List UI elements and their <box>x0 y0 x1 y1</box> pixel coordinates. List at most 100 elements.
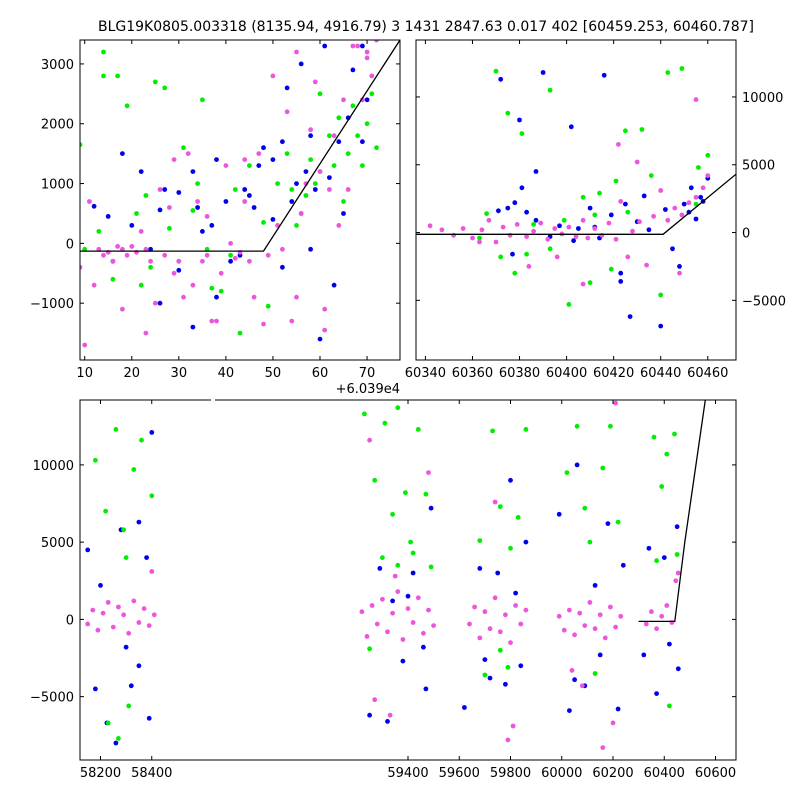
data-point-blue <box>200 229 205 234</box>
data-point-pink <box>554 254 560 260</box>
data-point-pink <box>131 598 137 604</box>
data-point-pink <box>600 745 606 750</box>
data-point-green <box>101 49 106 55</box>
data-point-pink <box>387 712 393 718</box>
data-point-blue <box>385 719 390 724</box>
data-point-green <box>367 646 372 652</box>
data-point-pink <box>400 637 406 642</box>
y-tick-label: 5000 <box>41 536 74 551</box>
y-tick-label: −1000 <box>30 297 74 312</box>
data-point-blue <box>646 227 652 233</box>
data-point-blue <box>247 193 252 198</box>
data-point-green <box>672 431 677 437</box>
data-point-green <box>658 292 664 298</box>
x-tick-label: 30 <box>171 366 188 381</box>
series-green <box>80 49 379 336</box>
data-point-blue <box>336 139 342 145</box>
data-point-blue <box>646 545 652 551</box>
x-tick: 60420 <box>593 40 634 381</box>
data-point-blue <box>93 686 98 692</box>
data-point-green <box>515 515 521 520</box>
data-point-pink <box>392 573 398 579</box>
data-point-blue <box>308 133 313 139</box>
data-point-pink <box>470 235 475 241</box>
data-point-green <box>505 664 511 670</box>
data-point-pink <box>693 194 699 200</box>
data-point-pink <box>569 668 575 673</box>
data-point-blue <box>592 583 598 588</box>
data-point-pink <box>567 607 572 613</box>
y-tick: 10000 <box>33 459 736 474</box>
y-tick-label: −5000 <box>30 691 74 706</box>
data-point-pink <box>204 252 210 258</box>
data-point-pink <box>597 612 603 618</box>
data-point-pink <box>421 630 426 636</box>
data-point-green <box>123 555 129 560</box>
data-point-pink <box>552 226 558 231</box>
data-point-green <box>303 193 309 198</box>
data-point-blue <box>280 139 285 145</box>
data-point-blue <box>400 658 406 664</box>
data-point-pink <box>618 199 624 204</box>
data-point-blue <box>670 246 675 252</box>
series-blue <box>85 430 681 746</box>
data-point-green <box>705 152 711 158</box>
data-point-green <box>341 199 346 204</box>
data-point-green <box>566 302 572 307</box>
x-tick-label: 70 <box>359 366 376 381</box>
data-point-pink <box>242 157 248 163</box>
data-point-green <box>261 220 266 225</box>
data-point-blue <box>144 555 150 560</box>
data-point-pink <box>331 133 337 139</box>
data-point-green <box>195 181 201 187</box>
data-point-pink <box>82 342 88 348</box>
data-point-pink <box>284 109 290 115</box>
data-point-pink <box>654 626 659 632</box>
data-point-pink <box>369 603 375 608</box>
data-point-blue <box>214 157 219 163</box>
y-tick: 1000 <box>41 178 400 193</box>
data-point-pink <box>141 606 147 611</box>
data-point-pink <box>85 621 91 627</box>
data-point-blue <box>157 207 163 213</box>
data-point-blue <box>123 644 129 650</box>
data-point-pink <box>477 635 483 641</box>
x-tick: 20 <box>123 40 140 381</box>
axes-frame-top-right <box>415 39 737 361</box>
data-point-pink <box>209 318 215 324</box>
data-point-green <box>265 303 271 309</box>
data-point-blue <box>681 201 687 207</box>
data-point-green <box>524 251 529 257</box>
data-point-green <box>317 91 323 97</box>
data-point-blue <box>462 705 467 710</box>
data-point-blue <box>367 712 372 718</box>
data-point-green <box>289 187 295 192</box>
data-point-pink <box>451 232 456 238</box>
y-tick: −5000 <box>30 691 736 706</box>
y-tick: −5000 <box>416 294 786 309</box>
data-point-blue <box>654 691 659 696</box>
data-point-pink <box>298 211 304 216</box>
data-point-pink <box>634 159 640 165</box>
x-tick-label: 58400 <box>131 766 172 781</box>
data-point-pink <box>675 570 681 576</box>
data-point-blue <box>377 566 383 571</box>
data-point-green <box>519 131 525 137</box>
panel-top-right: 60340 60360 60380 60400 60420 60440 60460 −5000… <box>405 39 786 381</box>
data-point-pink <box>426 470 431 475</box>
data-point-blue <box>294 181 299 187</box>
x-tick: 40 <box>218 40 234 381</box>
data-point-pink <box>136 620 142 625</box>
data-point-green <box>336 115 342 121</box>
data-point-pink <box>487 626 493 632</box>
data-point-blue <box>162 187 168 192</box>
panel-bottom: 58200 58400 59400 59600 59800 60000 60200 60400… <box>30 399 737 781</box>
data-point-blue <box>327 175 332 181</box>
data-point-green <box>428 564 434 570</box>
data-point-green <box>380 555 385 560</box>
data-point-pink <box>658 188 664 193</box>
data-point-green <box>600 465 606 471</box>
data-point-blue <box>113 740 119 746</box>
data-point-pink <box>602 635 608 641</box>
series-green <box>477 66 711 307</box>
